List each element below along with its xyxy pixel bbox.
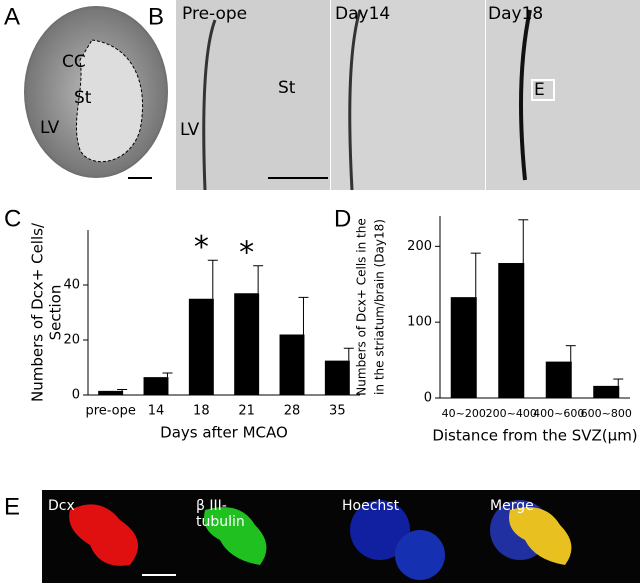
bar [279, 334, 305, 395]
image-label: β III- [196, 498, 227, 514]
y-tick-label: 20 [63, 333, 80, 348]
inset-label: E [534, 80, 545, 100]
image-label: Pre-ope [182, 4, 247, 24]
x-axis-label: Distance from the SVZ(μm) [432, 427, 637, 445]
region-label: St [278, 78, 296, 98]
x-axis-label: Days after MCAO [160, 424, 288, 442]
bar [98, 390, 124, 395]
bar [143, 377, 169, 395]
image-label: Day18 [488, 4, 543, 24]
bar [498, 263, 525, 398]
y-tick-label: 100 [407, 315, 432, 330]
region-label: LV [180, 120, 200, 140]
image [176, 0, 330, 190]
image [486, 0, 640, 190]
y-axis-label: Numbers of Dcx+ Cells in the [355, 218, 369, 395]
panel-label: B [148, 3, 164, 30]
x-tick-label: 28 [284, 404, 301, 419]
ventricle [202, 19, 217, 191]
ventricle [519, 9, 532, 181]
panel-label: D [334, 205, 351, 232]
panel-label: A [4, 3, 20, 30]
x-tick-label: 18 [193, 404, 210, 419]
inset-box [531, 79, 555, 101]
image-label: Dcx [48, 498, 75, 514]
bar [188, 298, 214, 395]
image-label: Day14 [335, 4, 390, 24]
y-axis-label: Numbers of Dcx+ Cells/ [29, 222, 47, 402]
y-tick-label: 0 [72, 388, 80, 403]
significance: * [239, 235, 254, 270]
x-tick-label: 35 [329, 404, 346, 419]
x-tick-label: 200~400 [486, 407, 537, 420]
y-tick-label: 200 [407, 239, 432, 254]
image-label: tubulin [196, 514, 245, 530]
striatum-outline [76, 39, 144, 163]
x-tick-label: 21 [238, 404, 255, 419]
y-tick-label: 0 [424, 391, 432, 406]
bar [450, 297, 477, 398]
fluorescence [69, 500, 572, 580]
y-axis-label: in the striatum/brain (Day18) [373, 219, 387, 395]
x-tick-label: 600~800 [581, 407, 632, 420]
bar [593, 385, 620, 398]
x-tick-label: pre-ope [85, 404, 135, 419]
image-label: Hoechst [342, 498, 400, 514]
bar [545, 361, 572, 398]
y-axis-label: Section [47, 285, 65, 341]
image-label: Merge [490, 498, 534, 514]
x-tick-label: 14 [148, 404, 165, 419]
y-tick-label: 40 [63, 278, 80, 293]
region-label: CC [62, 52, 86, 72]
bar [234, 293, 260, 395]
panel-label: C [4, 205, 21, 232]
bar [324, 360, 350, 395]
significance: * [194, 230, 209, 265]
x-tick-label: 40~200 [442, 407, 486, 420]
image [331, 0, 485, 190]
region-label: LV [40, 118, 60, 138]
ventricle [348, 9, 362, 191]
x-tick-label: 400~600 [533, 407, 584, 420]
region-label: St [74, 88, 92, 108]
panel-label: E [4, 493, 20, 520]
